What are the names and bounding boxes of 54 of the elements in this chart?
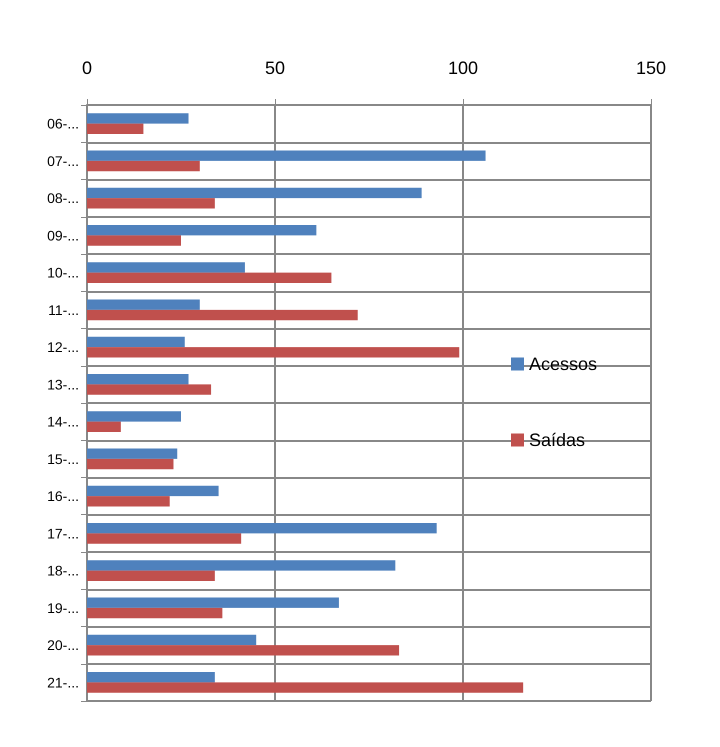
bar (87, 645, 400, 656)
x-tick-label: 0 (82, 58, 92, 78)
bar (87, 560, 396, 571)
y-tick-label: 10-... (47, 264, 79, 281)
bar (87, 124, 144, 134)
y-tick-label: 08-... (47, 190, 79, 206)
bar (87, 486, 219, 496)
y-tick-label: 15-... (47, 450, 79, 467)
bar (87, 634, 256, 646)
x-tick-label: 100 (448, 58, 478, 78)
bar (87, 682, 524, 693)
bar (87, 113, 189, 124)
bar (87, 608, 222, 618)
bar (87, 570, 215, 582)
y-tick-label: 06-... (47, 116, 79, 132)
bar (87, 374, 189, 384)
bar (87, 150, 486, 161)
bar (87, 224, 316, 236)
bar (87, 448, 178, 459)
bar (87, 336, 185, 348)
bar (87, 496, 170, 507)
bar (87, 272, 332, 284)
y-tick-label: 20-... (47, 637, 79, 654)
y-tick-label: 21-... (47, 674, 79, 690)
bar (87, 597, 339, 608)
bar (87, 235, 181, 246)
y-tick-label: 16-... (47, 488, 79, 504)
bar (87, 299, 200, 310)
legend-label: Acessos (529, 354, 598, 374)
bar (87, 262, 245, 273)
y-tick-label: 09-... (47, 227, 79, 244)
bar (87, 458, 174, 470)
bar (87, 672, 215, 682)
bar (87, 160, 200, 172)
bar (87, 347, 460, 358)
bar (87, 384, 212, 395)
bar (87, 188, 422, 198)
y-tick-label: 14-... (47, 414, 79, 430)
bar (87, 198, 215, 209)
bar (87, 422, 121, 432)
y-tick-label: 07-... (47, 152, 79, 169)
bar (87, 310, 358, 320)
legend-label: Saídas (529, 430, 586, 450)
bar (87, 522, 437, 534)
y-tick-label: 12-... (47, 339, 79, 356)
y-tick-label: 18-... (47, 562, 79, 579)
y-tick-label: 11-... (48, 302, 79, 318)
y-tick-label: 17-... (47, 525, 79, 542)
x-tick-label: 150 (636, 58, 666, 78)
bar (87, 533, 242, 544)
x-tick-label: 50 (264, 58, 286, 78)
y-tick-label: 13-... (47, 376, 79, 392)
y-tick-label: 19-... (47, 600, 79, 616)
bar (87, 411, 181, 422)
